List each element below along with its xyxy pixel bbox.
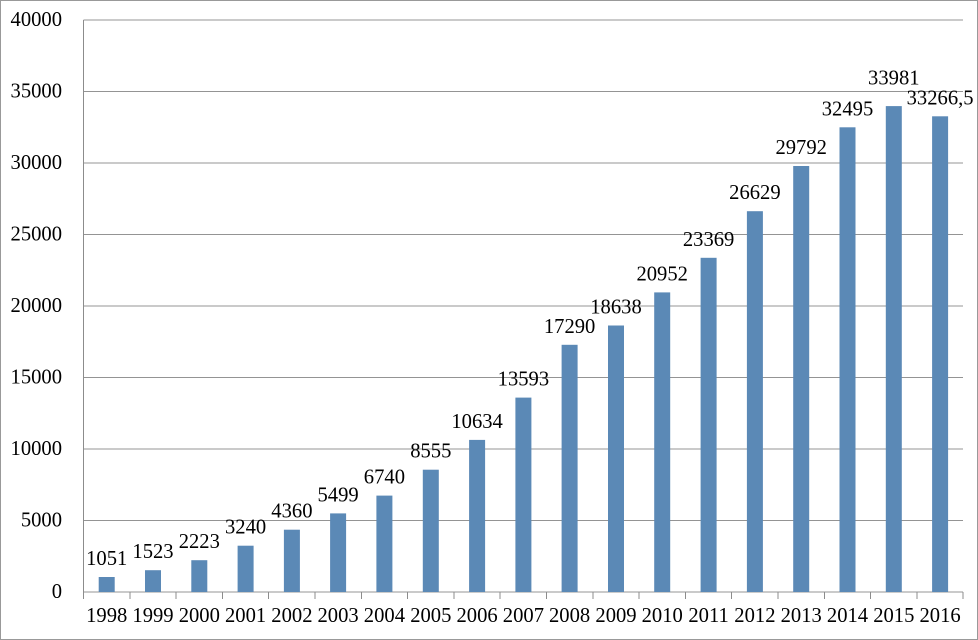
svg-text:2006: 2006	[457, 605, 498, 627]
svg-text:8555: 8555	[410, 441, 451, 463]
svg-text:13593: 13593	[498, 369, 549, 391]
svg-text:2223: 2223	[179, 531, 220, 553]
svg-text:30000: 30000	[11, 152, 62, 174]
svg-text:2009: 2009	[595, 605, 636, 627]
svg-text:4360: 4360	[271, 501, 312, 523]
svg-text:2005: 2005	[410, 605, 451, 627]
svg-text:2004: 2004	[364, 605, 405, 627]
svg-text:6740: 6740	[364, 467, 405, 489]
svg-text:20952: 20952	[636, 263, 687, 285]
svg-text:2012: 2012	[734, 605, 775, 627]
svg-text:1998: 1998	[86, 605, 127, 627]
svg-text:2000: 2000	[179, 605, 220, 627]
svg-text:10634: 10634	[451, 411, 502, 433]
svg-text:33981: 33981	[868, 67, 919, 89]
svg-text:20000: 20000	[11, 295, 62, 317]
svg-text:0: 0	[52, 581, 62, 603]
svg-text:2002: 2002	[271, 605, 312, 627]
svg-text:5000: 5000	[21, 510, 62, 532]
svg-text:2013: 2013	[781, 605, 822, 627]
svg-text:26629: 26629	[729, 182, 780, 204]
svg-text:1051: 1051	[86, 548, 127, 570]
svg-text:2007: 2007	[503, 605, 544, 627]
svg-text:10000: 10000	[11, 438, 62, 460]
svg-text:2008: 2008	[549, 605, 590, 627]
svg-text:2014: 2014	[827, 605, 868, 627]
svg-text:15000: 15000	[11, 367, 62, 389]
svg-text:3240: 3240	[225, 517, 266, 539]
svg-text:40000: 40000	[11, 9, 62, 31]
svg-text:2011: 2011	[688, 605, 728, 627]
svg-text:2003: 2003	[318, 605, 359, 627]
svg-text:35000: 35000	[11, 81, 62, 103]
svg-text:32495: 32495	[822, 98, 873, 120]
svg-text:2015: 2015	[873, 605, 914, 627]
svg-text:2016: 2016	[920, 605, 961, 627]
svg-text:25000: 25000	[11, 224, 62, 246]
svg-text:18638: 18638	[590, 297, 641, 319]
svg-text:29792: 29792	[775, 137, 826, 159]
svg-text:33266,5: 33266,5	[907, 87, 974, 109]
svg-text:2001: 2001	[225, 605, 266, 627]
svg-text:5499: 5499	[318, 484, 359, 506]
svg-text:23369: 23369	[683, 229, 734, 251]
svg-text:1999: 1999	[132, 605, 173, 627]
svg-text:2010: 2010	[642, 605, 683, 627]
svg-text:1523: 1523	[132, 541, 173, 563]
svg-text:17290: 17290	[544, 316, 595, 338]
